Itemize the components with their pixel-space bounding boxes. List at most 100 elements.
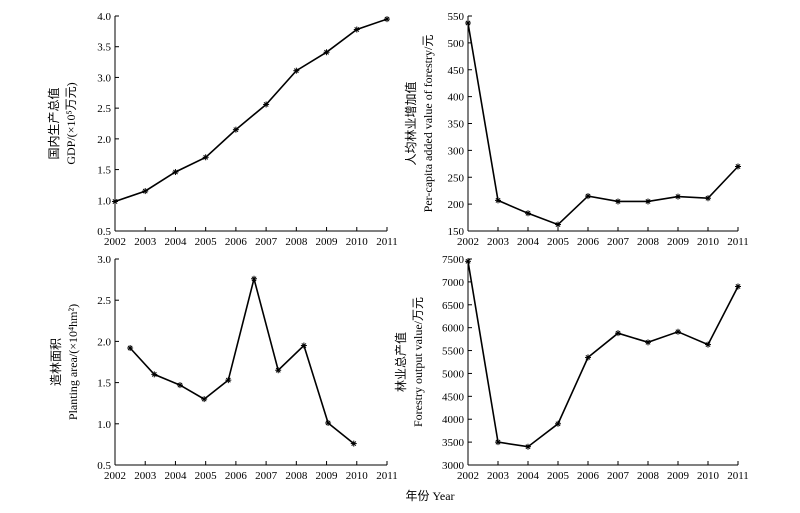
data-point	[465, 19, 471, 26]
data-point	[263, 101, 270, 108]
x-tick-label: 2007	[607, 470, 630, 482]
data-point	[112, 198, 118, 205]
data-point	[555, 221, 561, 228]
data-point	[300, 342, 307, 349]
y-tick-label: 4500	[442, 391, 465, 403]
data-point	[350, 440, 357, 447]
data-point	[585, 354, 591, 361]
y-tick-label: 1.5	[97, 165, 111, 177]
data-point	[615, 198, 621, 205]
x-tick-label: 2002	[104, 470, 126, 482]
y-tick-label: 2.0	[97, 134, 111, 146]
y-tick-label: 5000	[442, 368, 465, 380]
data-point	[555, 420, 561, 427]
x-tick-label: 2011	[727, 470, 749, 482]
y-axis-label-en: Per-capita added value of forestry/元	[421, 35, 435, 213]
data-point	[151, 371, 158, 378]
x-tick-label: 2011	[727, 236, 749, 248]
data-point	[645, 339, 651, 346]
data-point	[232, 126, 239, 133]
x-tick-label: 2009	[316, 470, 339, 482]
x-tick-label: 2009	[316, 236, 339, 248]
y-tick-label: 250	[448, 172, 465, 184]
x-tick-label: 2003	[487, 236, 510, 248]
data-point	[142, 188, 149, 195]
y-tick-label: 150	[448, 226, 465, 238]
y-tick-label: 6000	[442, 323, 465, 335]
y-axis-label-en: Planting area/(×10⁴hm²)	[66, 304, 80, 420]
x-tick-label: 2004	[164, 470, 187, 482]
data-point	[201, 396, 208, 403]
x-tick-label: 2006	[577, 236, 600, 248]
x-tick-label: 2006	[225, 236, 248, 248]
y-tick-label: 7500	[442, 254, 465, 266]
x-tick-label: 2004	[517, 470, 540, 482]
data-point	[525, 210, 531, 217]
x-tick-label: 2003	[134, 470, 157, 482]
data-point	[675, 328, 681, 335]
y-tick-label: 4000	[442, 414, 465, 426]
x-tick-label: 2011	[376, 470, 398, 482]
x-tick-label: 2003	[487, 470, 510, 482]
y-tick-label: 2.5	[97, 103, 111, 115]
x-tick-label: 2005	[195, 470, 218, 482]
x-tick-label: 2006	[225, 470, 248, 482]
x-tick-label: 2009	[667, 236, 690, 248]
data-point	[495, 439, 501, 446]
data-point	[735, 283, 741, 290]
series-line	[129, 275, 355, 445]
y-tick-label: 300	[448, 145, 465, 157]
data-point	[735, 163, 741, 170]
data-point	[585, 193, 591, 200]
footer-xlabel: 年份 Year	[405, 489, 454, 503]
y-tick-label: 3000	[442, 460, 465, 472]
data-point	[225, 377, 232, 384]
y-tick-label: 400	[448, 92, 465, 104]
data-point	[353, 26, 360, 33]
data-point	[127, 344, 134, 351]
y-tick-label: 350	[448, 119, 465, 131]
chart-panel-2: 2002 2003 2004 2005 2006 2007 2008 2009 2010 2011…	[403, 11, 749, 248]
x-tick-label: 2005	[195, 236, 218, 248]
x-tick-label: 2011	[376, 236, 398, 248]
x-tick-label: 2008	[285, 470, 308, 482]
x-tick-label: 2003	[134, 236, 157, 248]
x-tick-label: 2005	[547, 470, 570, 482]
data-point	[293, 67, 300, 74]
y-tick-label: 0.5	[97, 226, 111, 238]
data-point	[525, 443, 531, 450]
x-tick-label: 2006	[577, 470, 600, 482]
x-tick-label: 2002	[457, 470, 479, 482]
series-line	[467, 22, 739, 226]
y-tick-label: 3.5	[97, 42, 111, 54]
data-point	[275, 367, 282, 374]
y-tick-label: 1.5	[97, 378, 111, 390]
x-tick-label: 2004	[517, 236, 540, 248]
y-tick-label: 2.5	[97, 295, 111, 307]
y-tick-label: 3.0	[97, 72, 111, 84]
y-tick-label: 3.0	[97, 254, 111, 266]
y-axis-label-cn: 国内生产总值	[46, 87, 61, 159]
chart-panel-4: 2002 2003 2004 2005 2006 2007 2008 2009 2010 2011…	[393, 254, 749, 482]
data-point	[705, 195, 711, 202]
x-tick-label: 2009	[667, 470, 690, 482]
y-tick-label: 1.0	[97, 195, 111, 207]
chart-panel-1: 2002 2003 2004 2005 2006 2007 2008 2009 2010 2011…	[46, 11, 398, 248]
y-axis-label-cn: 造林面积	[49, 338, 63, 386]
data-point	[176, 382, 183, 389]
y-axis-label-en: Forestry output value/万元	[411, 297, 425, 427]
data-point	[705, 341, 711, 348]
data-point	[251, 275, 258, 282]
data-point	[495, 197, 501, 204]
y-tick-label: 1.0	[97, 419, 111, 431]
x-tick-label: 2010	[697, 470, 720, 482]
y-tick-label: 3500	[442, 437, 465, 449]
y-tick-label: 4.0	[97, 11, 111, 23]
chart-panel-3: 2002 2003 2004 2005 2006 2007 2008 2009 2010 2011…	[49, 254, 398, 482]
data-point	[172, 169, 179, 176]
x-tick-label: 2010	[346, 470, 369, 482]
y-tick-label: 450	[448, 65, 465, 77]
y-tick-label: 2.0	[97, 336, 111, 348]
y-tick-label: 6500	[442, 300, 465, 312]
x-tick-label: 2008	[637, 470, 660, 482]
